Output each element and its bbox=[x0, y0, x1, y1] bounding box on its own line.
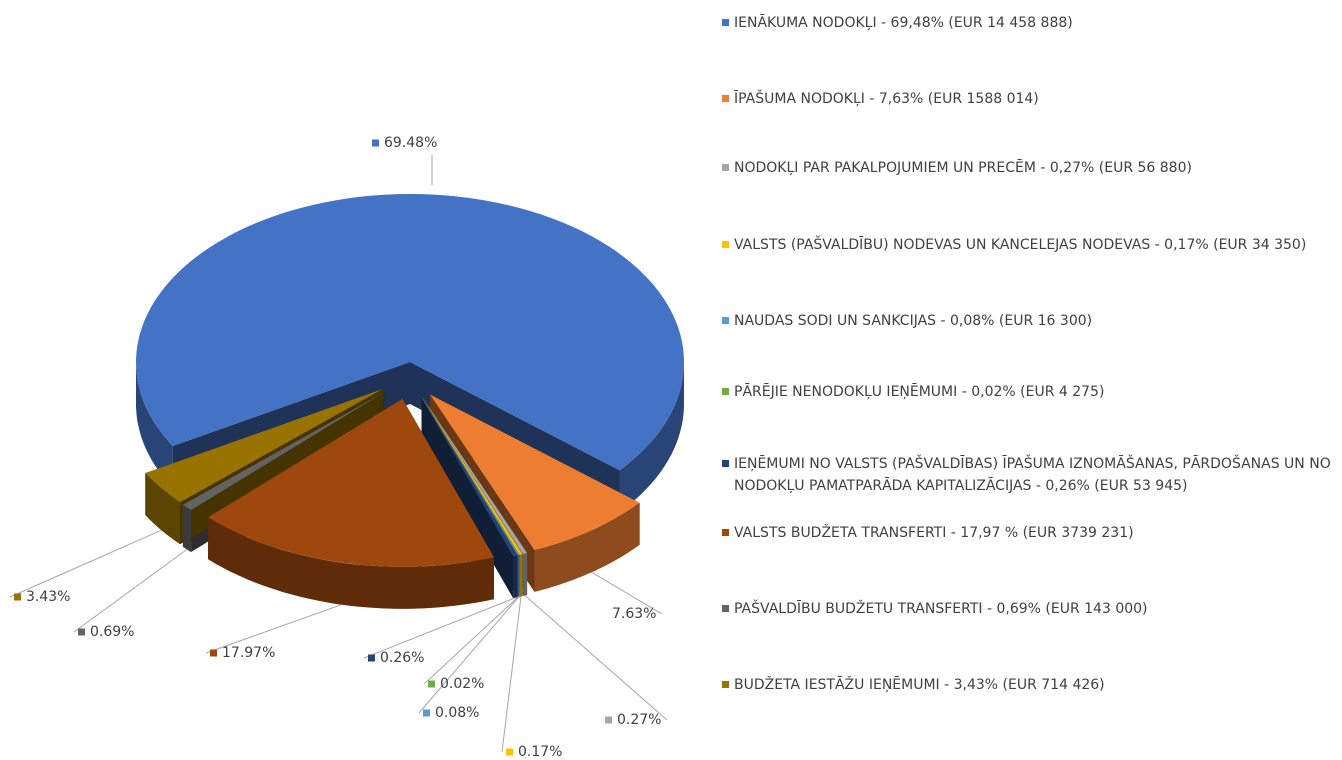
data-label: 0.17% bbox=[518, 744, 562, 760]
slice bbox=[422, 397, 520, 556]
slice-side bbox=[182, 504, 192, 552]
legend-label: NAUDAS SODI UN SANKCIJAS - 0,08% (EUR 16… bbox=[734, 313, 1093, 329]
slice bbox=[208, 398, 494, 567]
leader-line bbox=[501, 596, 522, 753]
legend-item: PAŠVALDĪBU BUDŽETU TRANSFERTI - 0,69% (E… bbox=[722, 598, 1332, 620]
legend-item: PĀRĒJIE NENODOKĻU IEŅĒMUMI - 0,02% (EUR … bbox=[722, 381, 1332, 403]
legend-item: IEŅĒMUMI NO VALSTS (PAŠVALDĪBAS) ĪPAŠUMA… bbox=[722, 453, 1332, 497]
slice bbox=[430, 394, 640, 550]
label-marker bbox=[428, 680, 435, 688]
data-label: 0.27% bbox=[617, 712, 661, 728]
leader-line bbox=[205, 604, 342, 654]
legend-item: NODOKĻI PAR PAKALPOJUMIEM UN PRECĒM - 0,… bbox=[722, 157, 1332, 179]
legend-swatch bbox=[722, 317, 729, 324]
legend-swatch bbox=[722, 681, 729, 688]
slice-side bbox=[522, 553, 528, 596]
legend-label: PAŠVALDĪBU BUDŽETU TRANSFERTI - 0,69% (E… bbox=[734, 601, 1148, 617]
legend-label: IENĀKUMA NODOKĻI - 69,48% (EUR 14 458 88… bbox=[734, 15, 1073, 31]
leader-line bbox=[9, 529, 162, 598]
label-marker bbox=[605, 716, 612, 724]
slice bbox=[136, 194, 685, 471]
legend-label: VALSTS (PAŠVALDĪBU) NODEVAS UN KANCELEJA… bbox=[734, 237, 1307, 253]
chart: 69.48% 7.63% 0.27% 0.17% 0.08% 0.02% 0.26% 17.9… bbox=[9, 135, 685, 760]
slice-side bbox=[518, 554, 520, 598]
legend-item: IENĀKUMA NODOKĻI - 69,48% (EUR 14 458 88… bbox=[722, 12, 1332, 34]
slice-side bbox=[208, 517, 494, 609]
label-marker bbox=[210, 649, 217, 657]
legend-swatch bbox=[722, 605, 729, 612]
slice-side bbox=[145, 473, 180, 545]
data-label: 17.97% bbox=[222, 645, 275, 661]
slice-side bbox=[619, 362, 684, 513]
legend-item: ĪPAŠUMA NODOKĻI - 7,63% (EUR 1588 014) bbox=[722, 88, 1332, 110]
label-marker bbox=[78, 628, 85, 636]
data-label: 0.26% bbox=[380, 650, 424, 666]
data-label: 0.08% bbox=[435, 705, 479, 721]
label-marker bbox=[14, 593, 21, 601]
slice bbox=[422, 397, 523, 555]
legend-item: BUDŽETA IESTĀŽU IEŅĒMUMI - 3,43% (EUR 71… bbox=[722, 674, 1332, 696]
legend-label: IEŅĒMUMI NO VALSTS (PAŠVALDĪBAS) ĪPAŠUMA… bbox=[734, 456, 1331, 494]
legend-swatch bbox=[722, 95, 729, 102]
legend-label: VALSTS BUDŽETA TRANSFERTI - 17,97 % (EUR… bbox=[734, 525, 1134, 541]
legend-label: ĪPAŠUMA NODOKĻI - 7,63% (EUR 1588 014) bbox=[734, 91, 1039, 107]
slice-side bbox=[136, 362, 173, 488]
slice bbox=[422, 397, 528, 554]
label-marker bbox=[368, 654, 375, 662]
slice bbox=[145, 389, 383, 503]
leader-line bbox=[363, 597, 516, 659]
leader-line bbox=[418, 596, 520, 714]
legend-swatch bbox=[722, 529, 729, 536]
data-label: 0.69% bbox=[90, 624, 134, 640]
legend-swatch bbox=[722, 388, 729, 395]
legend-swatch bbox=[722, 164, 729, 171]
data-label: 69.48% bbox=[384, 135, 437, 151]
label-marker bbox=[372, 139, 379, 147]
legend-item: NAUDAS SODI UN SANKCIJAS - 0,08% (EUR 16… bbox=[722, 310, 1332, 332]
legend-item: VALSTS (PAŠVALDĪBU) NODEVAS UN KANCELEJA… bbox=[722, 234, 1332, 256]
slice-side bbox=[513, 555, 518, 599]
legend-label: NODOKĻI PAR PAKALPOJUMIEM UN PRECĒM - 0,… bbox=[734, 160, 1192, 176]
data-label: 7.63% bbox=[612, 606, 656, 622]
leader-line bbox=[423, 596, 519, 685]
leader-line bbox=[524, 595, 668, 721]
legend-label: BUDŽETA IESTĀŽU IEŅĒMUMI - 3,43% (EUR 71… bbox=[734, 677, 1105, 693]
slice bbox=[182, 391, 386, 510]
label-marker bbox=[506, 748, 513, 756]
slice-side bbox=[534, 502, 640, 592]
data-label: 0.02% bbox=[440, 676, 484, 692]
slice bbox=[421, 398, 518, 557]
legend-swatch bbox=[722, 19, 729, 26]
data-label: 3.43% bbox=[26, 589, 70, 605]
slice-cut-face bbox=[421, 398, 514, 599]
slice-side bbox=[519, 554, 523, 597]
leader-line bbox=[73, 548, 188, 633]
legend-label: PĀRĒJIE NENODOKĻU IEŅĒMUMI - 0,02% (EUR … bbox=[734, 384, 1105, 400]
slice bbox=[421, 397, 518, 556]
legend-swatch bbox=[722, 241, 729, 248]
leader-line bbox=[591, 571, 663, 615]
legend-item: VALSTS BUDŽETA TRANSFERTI - 17,97 % (EUR… bbox=[722, 522, 1332, 544]
label-marker bbox=[423, 709, 430, 717]
legend-swatch bbox=[722, 460, 729, 467]
